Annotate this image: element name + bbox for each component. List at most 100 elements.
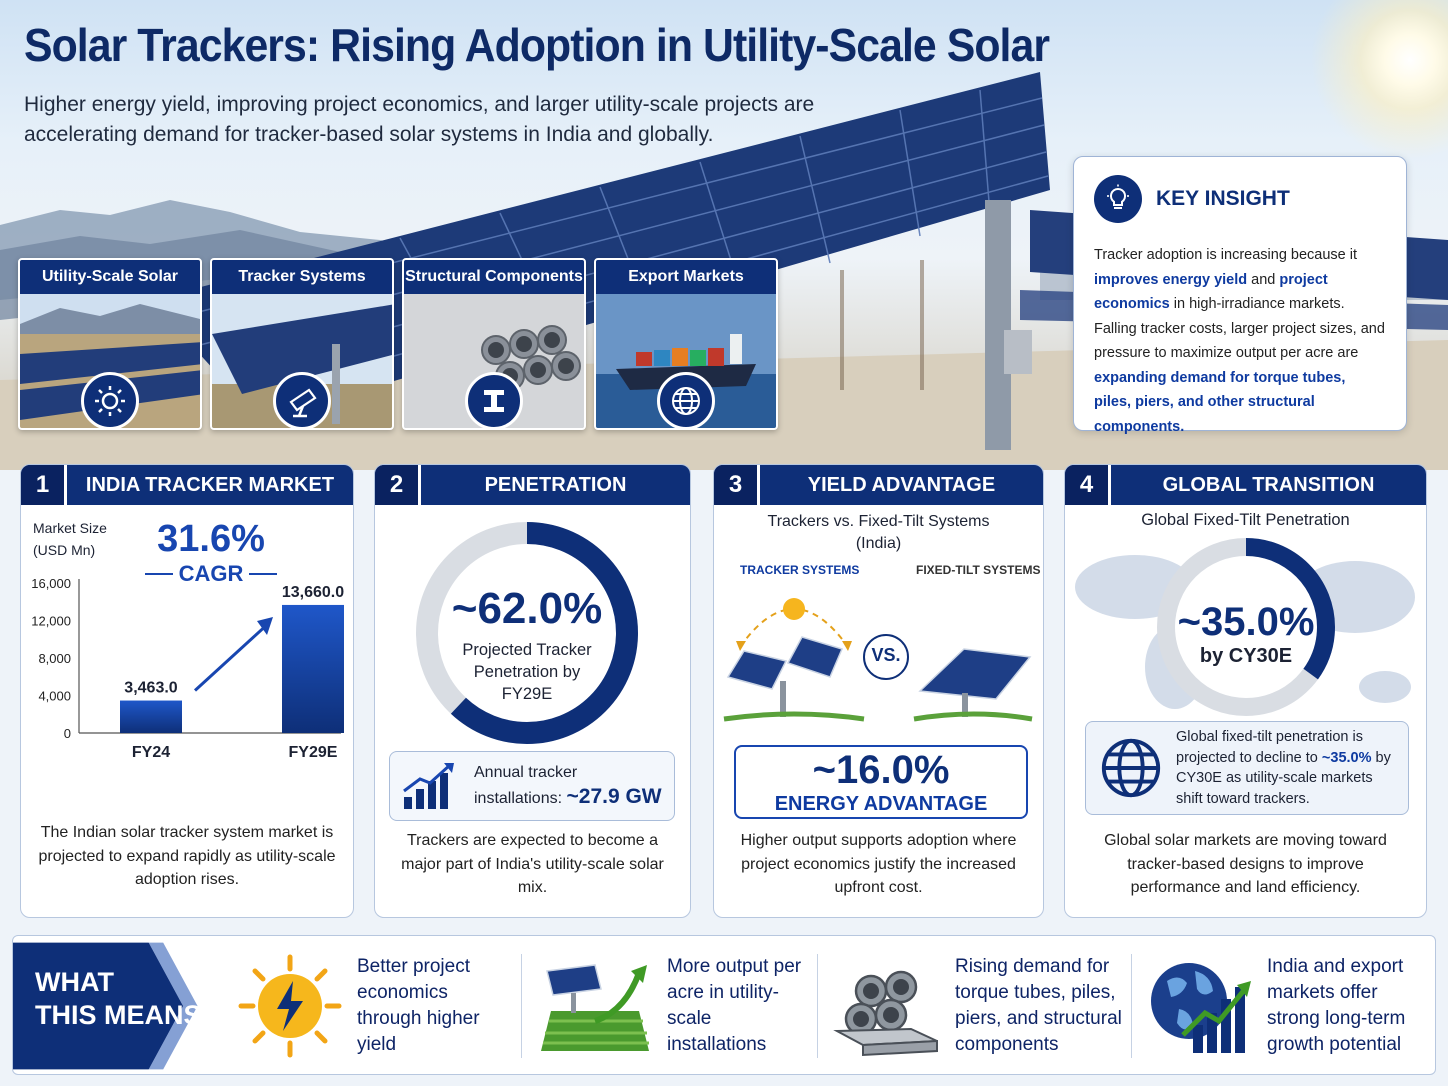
installations-label: Annual tracker bbox=[474, 764, 578, 781]
takeaway-item: Rising demand for torque tubes, piles, p… bbox=[831, 936, 1141, 1074]
thumb-utility-scale-solar: Utility-Scale Solar bbox=[18, 258, 202, 430]
cagr-label: CAGR bbox=[178, 561, 244, 586]
card-global-transition: 4 GLOBAL TRANSITION Global Fixed-Tilt Pen… bbox=[1064, 464, 1427, 918]
wtm-line: WHAT bbox=[35, 967, 114, 997]
card-number: 1 bbox=[21, 465, 67, 505]
bar-value-label: 3,463.0 bbox=[124, 680, 177, 697]
card-footer: Higher output supports adoption where pr… bbox=[740, 832, 1017, 896]
divider bbox=[521, 954, 522, 1058]
y-tick-label: 16,000 bbox=[31, 576, 71, 591]
takeaway-text: Better project economics through higher … bbox=[357, 956, 480, 1055]
globe-icon bbox=[657, 372, 715, 428]
thumb-structural-components: Structural Components bbox=[402, 258, 586, 430]
x-tick-label: FY29E bbox=[289, 744, 338, 761]
cagr-value: 31.6% bbox=[157, 518, 265, 560]
thumb-label: Utility-Scale Solar bbox=[20, 260, 200, 294]
what-this-means-banner bbox=[13, 942, 198, 1070]
card-number: 2 bbox=[375, 465, 421, 505]
page-title: Solar Trackers: Rising Adoption in Utili… bbox=[24, 19, 1050, 71]
takeaway-item: India and export markets offer strong lo… bbox=[1143, 936, 1433, 1074]
installations-text: Annual tracker installations: ~27.9 GW bbox=[474, 761, 662, 811]
pipes-icon bbox=[833, 970, 938, 1057]
thumb-label: Structural Components bbox=[404, 260, 584, 294]
global-note-text: Global fixed-tilt penetration is project… bbox=[1176, 727, 1396, 809]
yield-subtitle-line: (India) bbox=[855, 535, 902, 552]
y-tick-label: 8,000 bbox=[38, 651, 71, 666]
takeaway-item: Better project economics through higher … bbox=[235, 936, 525, 1074]
installations-box: Annual tracker installations: ~27.9 GW bbox=[389, 751, 675, 821]
donut-fill bbox=[1157, 538, 1335, 716]
world-map-donut bbox=[1075, 538, 1415, 716]
global-note-box: Global fixed-tilt penetration is project… bbox=[1085, 721, 1409, 815]
cagr-block: 31.6% CAGR bbox=[131, 517, 291, 587]
key-insight-box: KEY INSIGHT Tracker adoption is increasi… bbox=[1073, 156, 1407, 435]
tracker-label: TRACKER SYSTEMS bbox=[740, 563, 860, 577]
donut-fill bbox=[416, 522, 638, 744]
market-bar-chart: 0 4,000 8,000 12,000 16,000 3,463.0 FY24 13,660… bbox=[31, 576, 344, 761]
thumb-label: Export Markets bbox=[596, 260, 776, 294]
insight-highlight: project economics bbox=[1094, 271, 1328, 313]
axis-title: Market Size (USD Mn) bbox=[33, 517, 107, 561]
global-value: ~35.0% bbox=[1177, 600, 1315, 644]
penetration-value: ~62.0% bbox=[451, 584, 603, 633]
what-this-means-label: WHAT THIS MEANS bbox=[35, 966, 202, 1032]
beam-icon bbox=[465, 372, 523, 428]
energy-advantage-value: ~16.0% bbox=[812, 748, 950, 792]
global-subtitle: Global Fixed-Tilt Penetration bbox=[1141, 511, 1350, 529]
thumb-export-markets: Export Markets bbox=[594, 258, 778, 430]
card-penetration: 2 PENETRATION ~62.0% Projected Tracker Pe… bbox=[374, 464, 691, 918]
bar-value-label: 13,660.0 bbox=[282, 584, 344, 601]
topic-thumbnails: Utility-Scale Solar Tracker Systems Stru… bbox=[18, 258, 778, 430]
tracker-icon bbox=[273, 372, 331, 428]
growth-arrow-head bbox=[257, 616, 273, 635]
fixed-tilt-label: FIXED-TILT SYSTEMS bbox=[916, 563, 1041, 577]
y-tick-label: 12,000 bbox=[31, 614, 71, 629]
hero-banner: Solar Trackers: Rising Adoption in Utili… bbox=[0, 0, 1448, 470]
bar bbox=[282, 604, 344, 733]
field-growth-icon bbox=[541, 964, 649, 1051]
wtm-line: THIS MEANS bbox=[35, 1000, 202, 1030]
lightbulb-icon bbox=[1094, 175, 1142, 223]
page-subtitle: Higher energy yield, improving project e… bbox=[24, 93, 815, 146]
takeaway-text: Rising demand for torque tubes, piles, p… bbox=[955, 956, 1122, 1055]
installations-value: ~27.9 GW bbox=[566, 785, 662, 808]
insight-text-part: in high-irradiance markets. Falling trac… bbox=[1094, 296, 1385, 361]
insight-text: Tracker adoption is increasing because i… bbox=[1094, 243, 1386, 439]
card-title: GLOBAL TRANSITION bbox=[1162, 473, 1375, 496]
yield-subtitle: Trackers vs. Fixed-Tilt Systems (India) bbox=[714, 511, 1043, 555]
penetration-center: ~62.0% Projected Tracker Penetration by … bbox=[417, 583, 637, 705]
bar bbox=[120, 700, 182, 733]
global-note-highlight: ~35.0% bbox=[1321, 749, 1372, 766]
global-note-part: Global fixed-tilt penetration is bbox=[1176, 729, 1363, 745]
card-india-tracker-market: 1 INDIA TRACKER MARKET Market Size (USD M… bbox=[20, 464, 354, 918]
x-tick-label: FY24 bbox=[132, 744, 170, 761]
card-title: YIELD ADVANTAGE bbox=[807, 473, 996, 496]
energy-advantage-label: ENERGY ADVANTAGE bbox=[774, 793, 988, 815]
growth-chart-icon bbox=[403, 763, 454, 809]
installations-label: installations: bbox=[474, 790, 563, 807]
what-this-means-strip: WHAT THIS MEANS Better project economics… bbox=[12, 935, 1436, 1075]
insight-highlight: improves energy yield bbox=[1094, 271, 1248, 288]
globe-growth-icon bbox=[1151, 963, 1251, 1053]
insight-highlight: expanding demand for torque tubes, piles… bbox=[1094, 369, 1346, 435]
energy-advantage-box: ~16.0% ENERGY ADVANTAGE bbox=[734, 745, 1028, 819]
vs-label: VS. bbox=[871, 645, 901, 665]
y-tick-label: 4,000 bbox=[38, 689, 71, 704]
takeaway-item: More output per acre in utility-scale in… bbox=[535, 936, 825, 1074]
card-yield-advantage: 3 YIELD ADVANTAGE Trackers vs. Fixed-Tilt… bbox=[713, 464, 1044, 918]
yield-subtitle-line: Trackers vs. Fixed-Tilt Systems bbox=[767, 513, 990, 530]
card-title: INDIA TRACKER MARKET bbox=[85, 473, 335, 496]
thumb-label: Tracker Systems bbox=[212, 260, 392, 294]
card-footer: The Indian solar tracker system market i… bbox=[38, 824, 336, 888]
global-center: ~35.0% by CY30E bbox=[1166, 599, 1326, 668]
card-footer: Trackers are expected to become a major … bbox=[401, 832, 664, 896]
insight-text-part: Tracker adoption is increasing because i… bbox=[1094, 247, 1358, 263]
global-note-part: by CY30E as utility-scale markets shift … bbox=[1176, 749, 1391, 807]
tracker-vs-fixed-illustration bbox=[723, 598, 1033, 722]
card-number: 4 bbox=[1065, 465, 1111, 505]
takeaway-text: India and export markets offer strong lo… bbox=[1267, 956, 1406, 1055]
globe-icon bbox=[1101, 738, 1161, 798]
axis-title-line: Market Size bbox=[33, 520, 107, 536]
global-note-part: projected to decline to bbox=[1176, 749, 1318, 766]
penetration-caption: Projected Tracker Penetration by FY29E bbox=[462, 641, 592, 703]
